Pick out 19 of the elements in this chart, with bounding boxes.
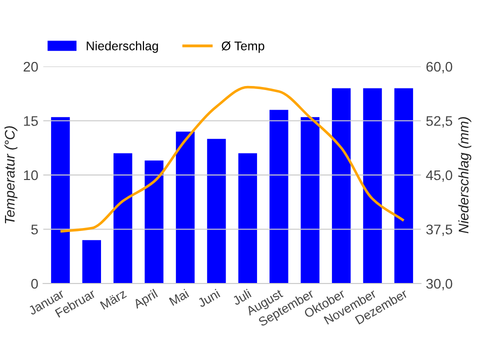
y-tick-label: 10 [24,170,38,180]
x-tick-label: März [100,289,127,310]
y-tick-label: 20 [24,62,38,72]
y-tick-label: 0 [31,278,38,289]
legend-label: Niederschlag [86,41,158,53]
y-axis-title: Temperatur (°C) [4,126,18,224]
y2-tick-label: 30,0 [426,278,452,290]
y2-tick-label: 60,0 [426,62,452,74]
y2-tick-label: 37,5 [426,224,452,236]
x-tick-label: Mai [168,288,190,306]
y2-tick-label: 45,0 [426,170,452,182]
x-tick-label: April [132,288,160,311]
y-tick-label: 15 [24,116,38,126]
legend-label: Ø Temp [222,41,264,53]
y2-tick-label: 52,5 [426,116,452,128]
y2-axis-title: Niederschlag (mm) [458,117,472,234]
y-tick-label: 5 [31,224,38,234]
x-tick-label: Juni [196,288,220,308]
line-series [59,86,405,233]
